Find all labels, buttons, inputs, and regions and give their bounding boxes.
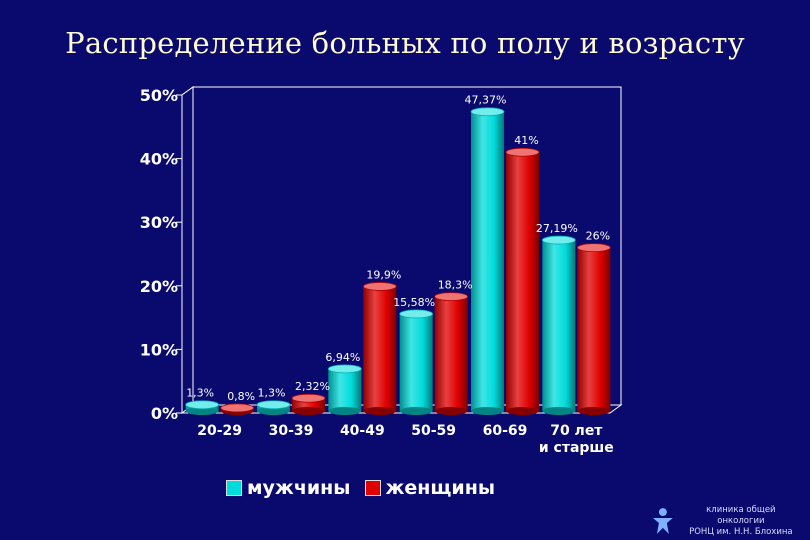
bar-men-70-лет-и-старше-base	[542, 407, 576, 415]
bar-women-60-69-base	[506, 407, 539, 415]
bar-women-50-59-base	[434, 407, 468, 415]
ytick-label: 30%	[140, 213, 178, 232]
xtick-label: 50-59	[411, 423, 456, 439]
bar-men-40-49	[327, 364, 362, 415]
side-wall	[181, 86, 194, 414]
legend-swatch-women	[364, 480, 381, 496]
data-labels: 1,3% 0,8% 1,3% 2,32%6,94%19,9%15,58%18,3%47…	[186, 94, 610, 403]
legend-swatch-men	[226, 480, 242, 496]
bar-women-50-59	[434, 292, 469, 415]
data-label: 47,37%	[465, 94, 507, 107]
bar-men-50-59-cap	[399, 309, 434, 319]
bar-men-60-69-cap	[470, 107, 505, 117]
bar-men-40-49-base	[328, 407, 362, 415]
legend: мужчины женщины	[226, 477, 509, 499]
data-label: 1,3%	[186, 387, 214, 400]
bars	[185, 107, 611, 415]
bar-men-50-59	[399, 309, 434, 415]
bar-men-60-69-body	[471, 111, 504, 411]
bar-women-20-29	[220, 403, 255, 415]
bar-women-40-49	[362, 282, 397, 415]
bar-women-50-59-cap	[434, 292, 469, 302]
legend-label-men: мужчины	[247, 477, 351, 499]
xtick-label: 60-69	[483, 423, 528, 439]
bar-men-40-49-cap	[327, 364, 362, 374]
bar-men-40-49-body	[328, 368, 362, 411]
bar-men-50-59-base	[399, 407, 433, 415]
bar-women-40-49-cap	[362, 282, 397, 291]
data-label: 41%	[514, 134, 538, 147]
ytick-label: 20%	[140, 277, 178, 296]
footer: клиника общей онкологии РОНЦ им. Н.Н. Бл…	[650, 505, 800, 537]
xtick-label: 20-29	[197, 423, 242, 439]
bar-women-60-69-body	[506, 152, 539, 412]
bar-men-20-29-cap	[185, 400, 220, 410]
bar-men-30-39-cap	[256, 400, 291, 410]
data-label: 18,3%	[438, 279, 473, 292]
xtick-label: 70 лет и старше	[539, 423, 614, 456]
person-icon	[652, 508, 673, 534]
data-label: 2,32%	[295, 380, 330, 393]
bar-women-20-29-cap	[220, 403, 255, 413]
data-label: 26%	[586, 230, 610, 243]
bar-women-40-49-base	[363, 407, 397, 415]
bar-men-60-69	[470, 107, 505, 415]
bar-men-30-39	[256, 400, 291, 415]
legend-item-women: женщины	[364, 477, 496, 499]
bar-men-70-лет-и-старше	[541, 235, 576, 415]
xtick-label: 30-39	[269, 423, 314, 439]
bar-women-70-лет-и-старше-cap	[576, 243, 611, 253]
bar-men-70-лет-и-старше-body	[542, 240, 576, 411]
footer-line-1: клиника общей онкологии	[706, 504, 776, 526]
bar-women-30-39-cap	[291, 393, 326, 403]
xtick-label: 40-49	[340, 423, 385, 439]
bar-women-70-лет-и-старше-body	[577, 247, 611, 411]
bar-men-60-69-base	[471, 407, 504, 415]
footer-text: клиника общей онкологии РОНЦ им. Н.Н. Бл…	[682, 505, 800, 538]
legend-label-women: женщины	[385, 477, 496, 499]
legend-item-men: мужчины	[226, 477, 351, 499]
bar-women-30-39	[291, 393, 326, 415]
bar-men-50-59-body	[399, 313, 433, 411]
slide-title: Распределение больных по полу и возрасту	[65, 26, 745, 60]
bar-women-70-лет-и-старше-base	[577, 407, 611, 415]
data-label: 15,58%	[393, 296, 435, 309]
ytick-label: 0%	[151, 404, 178, 423]
ytick-label: 50%	[140, 86, 178, 105]
data-label: 19,9%	[366, 268, 401, 281]
bar-men-20-29	[185, 400, 220, 415]
ytick-label: 40%	[140, 150, 178, 169]
bar-women-70-лет-и-старше	[576, 243, 611, 415]
bar-women-60-69-cap	[505, 147, 540, 157]
tick-labels: 0% 10% 20% 30% 40% 50% 20-29 30-39 40-49 50-59 60-…	[140, 86, 614, 456]
bar-women-60-69	[505, 147, 540, 415]
data-label: 0,8%	[227, 390, 255, 403]
bar-men-30-39-base	[257, 407, 290, 415]
bar-women-40-49-body	[363, 286, 397, 411]
ytick-label: 10%	[140, 340, 178, 359]
data-label: 1,3%	[258, 387, 286, 400]
bar-men-20-29-base	[185, 407, 219, 415]
bar-women-30-39-base	[292, 407, 325, 415]
footer-line-2: РОНЦ им. Н.Н. Блохина	[689, 526, 793, 537]
data-label: 27,19%	[536, 222, 578, 235]
bar-women-50-59-body	[434, 296, 468, 411]
bar-men-70-лет-и-старше-cap	[541, 235, 576, 245]
data-label: 6,94%	[325, 351, 360, 364]
